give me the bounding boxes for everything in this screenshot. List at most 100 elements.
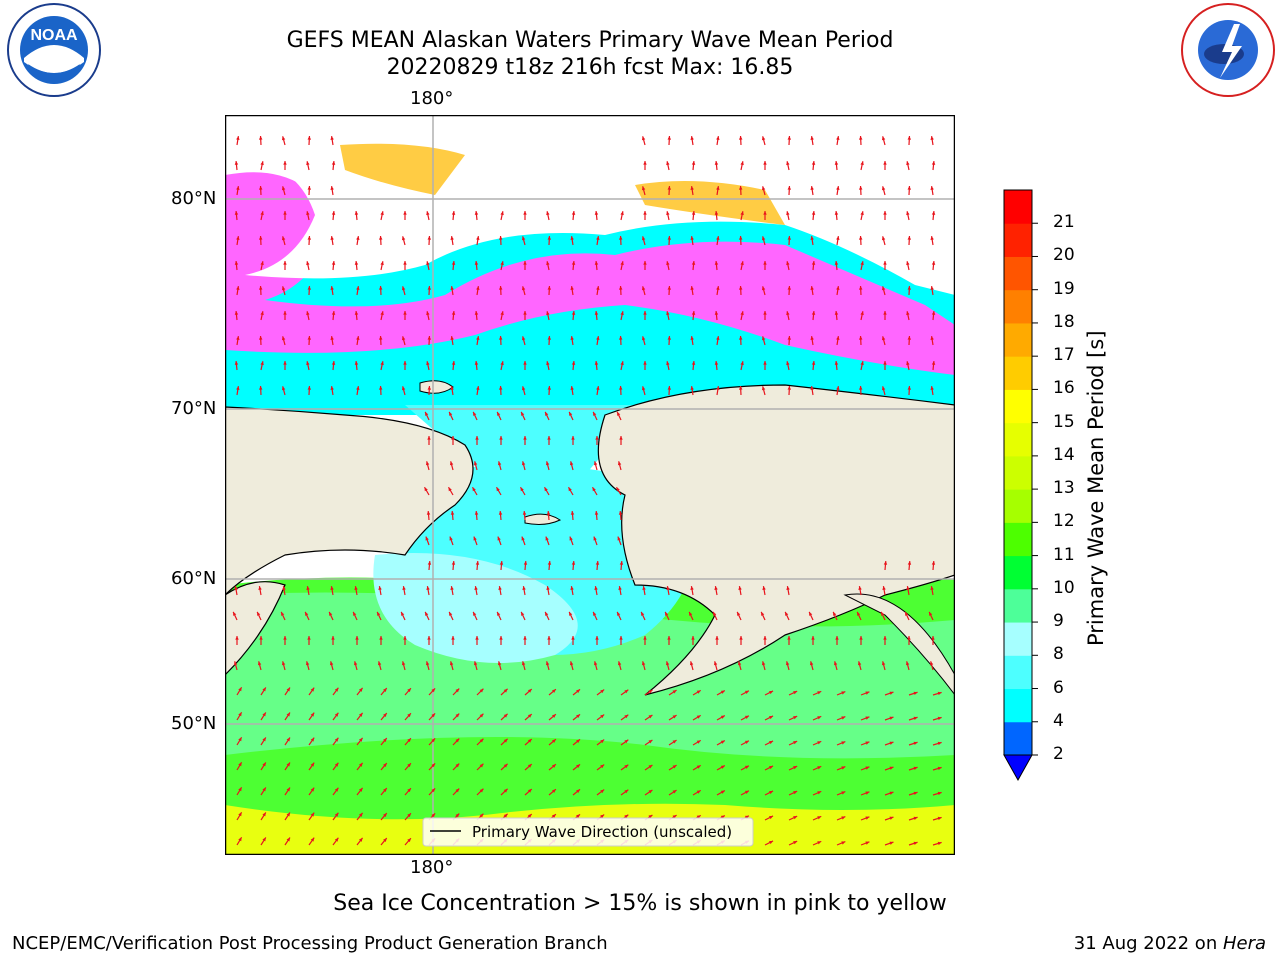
graticule (225, 115, 955, 855)
wave-arrow-head (841, 766, 846, 770)
wave-arrow-head (817, 716, 822, 720)
wave-arrow-head (929, 661, 934, 666)
wave-arrow-head (307, 186, 312, 190)
wave-arrow-head (689, 661, 694, 666)
wave-arrow-head (836, 336, 840, 340)
wave-arrow-head (552, 689, 556, 693)
wave-arrow-head (330, 186, 334, 190)
wave-arrow-head (498, 236, 503, 240)
wave-arrow-head (258, 136, 263, 140)
wave-arrow-head (236, 186, 240, 190)
wave-arrow-head (401, 336, 406, 341)
wave-arrow-head (479, 763, 484, 768)
wave-arrow-head (546, 586, 550, 590)
wave-arrow-head (793, 791, 798, 795)
wave-arrow-head (427, 236, 432, 240)
wave-arrow-head (811, 361, 816, 365)
wave-arrow-head (744, 690, 749, 694)
wave-arrow-head (310, 687, 315, 692)
wave-arrow-head (740, 211, 744, 216)
wave-arrow-head (569, 411, 573, 416)
wave-arrow-head (600, 814, 605, 819)
wave-arrow-head (624, 739, 629, 744)
wave-arrow-head (883, 261, 887, 265)
wave-arrow-head (691, 311, 696, 315)
wave-arrow-head (449, 611, 453, 616)
wave-arrow-head (427, 561, 432, 565)
wave-arrow-head (552, 764, 556, 768)
wave-arrow-head (523, 311, 527, 315)
wave-arrow-head (672, 765, 677, 769)
wave-arrow-head (523, 211, 527, 215)
wave-arrow-head (262, 687, 266, 692)
wave-arrow-head (907, 136, 912, 140)
wave-arrow-head (334, 787, 339, 792)
wave-arrow-head (262, 837, 266, 842)
wave-arrow-head (811, 211, 816, 215)
wave-arrow-head (858, 336, 863, 340)
wave-arrow-head (883, 361, 887, 365)
wave-arrow-head (503, 788, 508, 793)
wave-arrow-head (906, 261, 910, 266)
wave-arrow-head (641, 661, 646, 666)
wave-arrow-head (358, 762, 363, 767)
wave-arrow-head (665, 611, 669, 616)
wave-arrow-head (449, 661, 454, 666)
colorbar-tick-label: 21 (1053, 212, 1075, 233)
wave-arrow-head (881, 386, 886, 391)
wave-arrow-head (716, 236, 720, 240)
wave-arrow-head (594, 511, 599, 515)
wave-arrow-head (672, 715, 677, 719)
wave-arrow-head (761, 186, 766, 191)
wave-arrow-head (593, 461, 598, 466)
wave-arrow-head (497, 661, 502, 666)
footer-date-text: 31 Aug 2022 on (1073, 933, 1223, 954)
wave-arrow-head (881, 661, 886, 666)
wave-arrow-head (619, 636, 623, 640)
wave-arrow-head (527, 814, 532, 818)
wave-arrow-head (570, 511, 575, 515)
wave-arrow-head (305, 661, 310, 666)
wave-arrow-head (238, 787, 242, 792)
wave-arrow-head (329, 611, 333, 616)
wave-arrow-head (527, 714, 532, 718)
wave-arrow-head (354, 361, 359, 365)
wave-arrow-head (667, 186, 672, 190)
wave-arrow-head (262, 712, 266, 717)
wave-arrow-head (401, 286, 406, 291)
wave-arrow-head (793, 716, 798, 720)
wave-arrow-head (690, 186, 694, 190)
sea-ice-edge (225, 172, 955, 375)
colorbar-segment (1004, 489, 1032, 523)
wave-arrow-head (403, 311, 407, 315)
wave-arrow-head (643, 161, 647, 165)
wave-arrow-head (425, 661, 430, 666)
wave-arrow-head (619, 561, 624, 565)
wave-arrow-head (643, 311, 647, 315)
wave-arrow-head (617, 661, 622, 666)
wave-arrow-head (576, 764, 581, 768)
wave-arrow-head (744, 740, 749, 744)
wave-arrow-head (786, 311, 790, 316)
wave-arrow-head (738, 236, 743, 240)
wave-arrow-head (716, 136, 720, 140)
wave-arrow-head (865, 816, 870, 820)
wave-arrow-head (786, 361, 790, 366)
wave-arrow-head (306, 261, 310, 266)
wave-arrow-head (427, 436, 431, 440)
chart-subtitle: 20220829 t18z 216h fcst Max: 16.85 (386, 55, 794, 80)
wave-arrow-head (527, 789, 532, 793)
wave-arrow-head (696, 740, 701, 744)
wave-arrow-head (595, 561, 600, 565)
colorbar-segment (1004, 422, 1032, 457)
wave-arrow-head (793, 816, 798, 820)
wave-arrow-head (383, 713, 387, 717)
wave-arrow-head (841, 741, 846, 745)
wave-arrow-head (763, 636, 767, 640)
colorbar-tick-label: 4 (1053, 710, 1064, 731)
wave-arrow-head (761, 236, 766, 241)
wave-arrow-head (307, 336, 312, 340)
wave-arrow-head (474, 211, 479, 215)
wave-arrow-head (763, 161, 767, 165)
wave-arrow-head (666, 311, 670, 316)
